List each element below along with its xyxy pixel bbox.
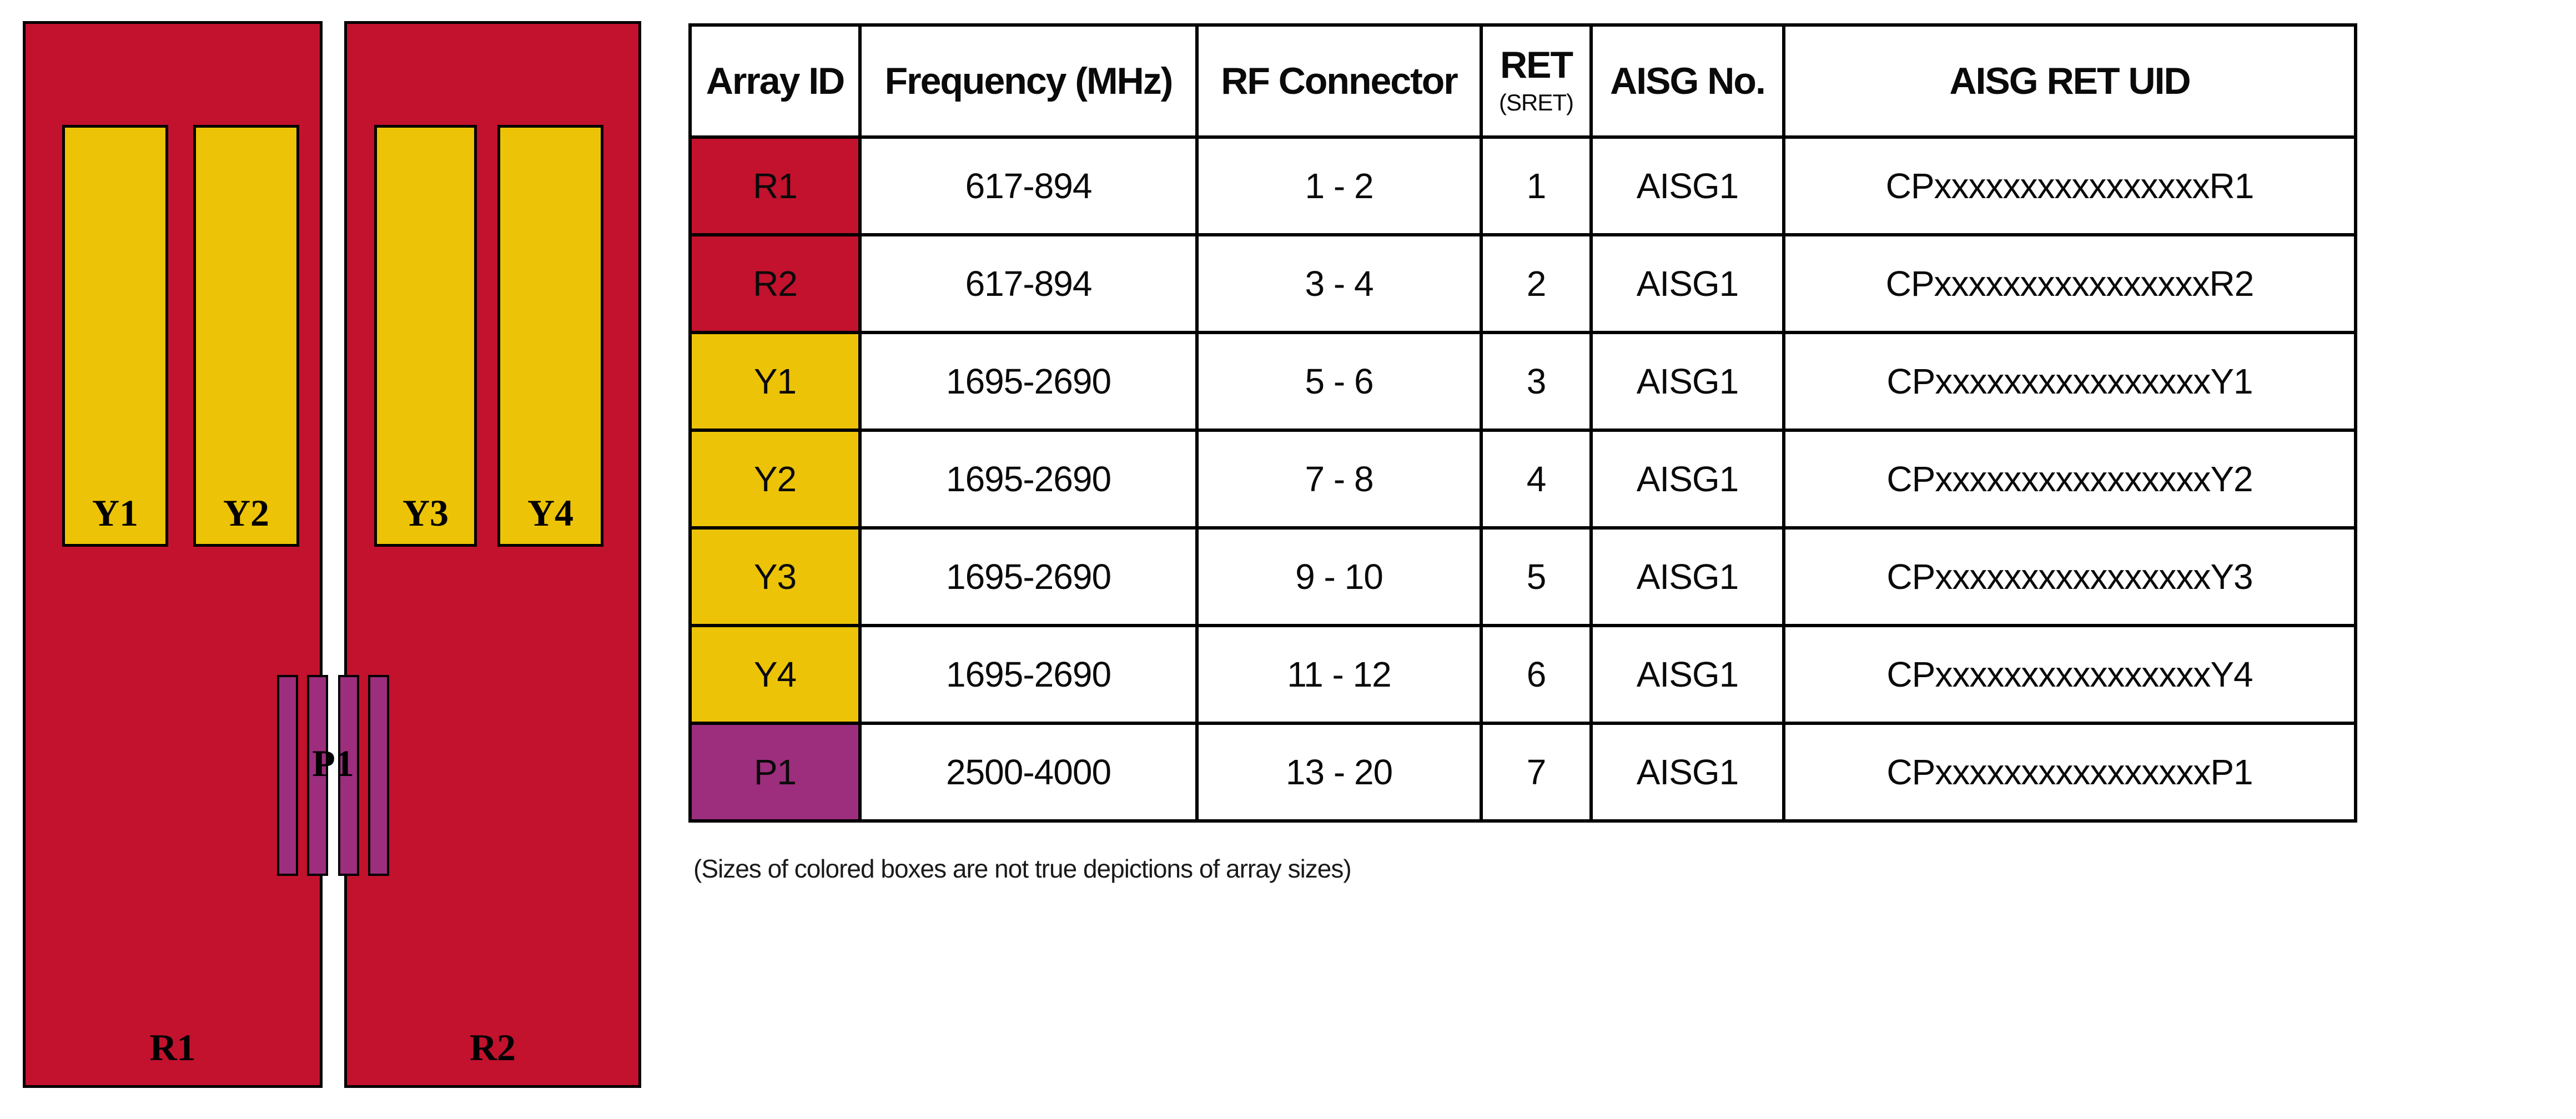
port-mapping-table: Array ID Frequency (MHz) RF Connector RE… <box>688 23 2357 823</box>
cell-frequency: 617-894 <box>858 135 1199 236</box>
cell-aisg-ret-uid: CPxxxxxxxxxxxxxxxxY1 <box>1782 331 2357 432</box>
array-label-y3: Y3 <box>402 492 449 534</box>
table-header-row: Array ID Frequency (MHz) RF Connector RE… <box>688 23 2357 139</box>
cell-aisg-ret-uid: CPxxxxxxxxxxxxxxxxY2 <box>1782 429 2357 530</box>
cell-aisg-ret-uid: CPxxxxxxxxxxxxxxxxP1 <box>1782 722 2357 823</box>
cell-rf-connector: 7 - 8 <box>1195 429 1483 530</box>
header-ret-sub: (SRET) <box>1499 89 1574 115</box>
cell-aisg-ret-uid: CPxxxxxxxxxxxxxxxxR1 <box>1782 135 2357 236</box>
cell-rf-connector: 5 - 6 <box>1195 331 1483 432</box>
cell-array-id: Y1 <box>688 331 862 432</box>
cell-aisg-ret-uid: CPxxxxxxxxxxxxxxxxY3 <box>1782 526 2357 627</box>
cell-rf-connector: 3 - 4 <box>1195 233 1483 334</box>
cell-frequency: 2500-4000 <box>858 722 1199 823</box>
cell-aisg-ret-uid: CPxxxxxxxxxxxxxxxxY4 <box>1782 624 2357 725</box>
cell-aisg-no: AISG1 <box>1589 624 1785 725</box>
array-label-y4: Y4 <box>527 492 574 534</box>
cell-rf-connector: 1 - 2 <box>1195 135 1483 236</box>
cell-rf-connector: 9 - 10 <box>1195 526 1483 627</box>
cell-frequency: 1695-2690 <box>858 331 1199 432</box>
cell-aisg-no: AISG1 <box>1589 722 1785 823</box>
array-box-y3: Y3 <box>374 125 477 547</box>
cell-array-id: R1 <box>688 135 862 236</box>
cell-ret: 1 <box>1480 135 1593 236</box>
cell-ret: 7 <box>1480 722 1593 823</box>
cell-array-id: P1 <box>688 722 862 823</box>
table-row: Y1 1695-2690 5 - 6 3 AISG1 CPxxxxxxxxxxx… <box>688 331 2357 432</box>
cell-ret: 6 <box>1480 624 1593 725</box>
table-row: Y3 1695-2690 9 - 10 5 AISG1 CPxxxxxxxxxx… <box>688 526 2357 627</box>
array-box-y4: Y4 <box>497 125 603 547</box>
cell-rf-connector: 11 - 12 <box>1195 624 1483 725</box>
cell-frequency: 1695-2690 <box>858 429 1199 530</box>
cell-array-id: Y3 <box>688 526 862 627</box>
cell-ret: 2 <box>1480 233 1593 334</box>
array-box-y1: Y1 <box>62 125 168 547</box>
array-label-y2: Y2 <box>223 492 270 534</box>
cell-frequency: 1695-2690 <box>858 526 1199 627</box>
header-array-id: Array ID <box>688 23 862 139</box>
cell-aisg-no: AISG1 <box>1589 429 1785 530</box>
antenna-panel-r2: Y3 Y4 R2 <box>344 21 641 1088</box>
antenna-panel-r1: Y1 Y2 R1 <box>23 21 323 1088</box>
p1-array-strip <box>368 675 389 876</box>
header-frequency: Frequency (MHz) <box>858 23 1199 139</box>
p1-array-strip <box>338 675 359 876</box>
cell-array-id: R2 <box>688 233 862 334</box>
p1-array-strip <box>277 675 298 876</box>
cell-aisg-no: AISG1 <box>1589 331 1785 432</box>
table-row: R2 617-894 3 - 4 2 AISG1 CPxxxxxxxxxxxxx… <box>688 233 2357 334</box>
array-label-y1: Y1 <box>92 492 139 534</box>
cell-aisg-no: AISG1 <box>1589 526 1785 627</box>
array-box-y2: Y2 <box>193 125 299 547</box>
table-row: Y2 1695-2690 7 - 8 4 AISG1 CPxxxxxxxxxxx… <box>688 429 2357 530</box>
cell-aisg-ret-uid: CPxxxxxxxxxxxxxxxxR2 <box>1782 233 2357 334</box>
header-ret-main: RET <box>1500 44 1573 86</box>
header-aisg-ret-uid: AISG RET UID <box>1782 23 2357 139</box>
table-row: Y4 1695-2690 11 - 12 6 AISG1 CPxxxxxxxxx… <box>688 624 2357 725</box>
table-row: P1 2500-4000 13 - 20 7 AISG1 CPxxxxxxxxx… <box>688 722 2357 823</box>
cell-frequency: 1695-2690 <box>858 624 1199 725</box>
cell-aisg-no: AISG1 <box>1589 135 1785 236</box>
header-rf-connector: RF Connector <box>1195 23 1483 139</box>
header-ret: RET (SRET) <box>1480 23 1593 139</box>
cell-frequency: 617-894 <box>858 233 1199 334</box>
cell-array-id: Y2 <box>688 429 862 530</box>
footnote-text: (Sizes of colored boxes are not true dep… <box>693 854 1352 883</box>
cell-array-id: Y4 <box>688 624 862 725</box>
cell-rf-connector: 13 - 20 <box>1195 722 1483 823</box>
table-row: R1 617-894 1 - 2 1 AISG1 CPxxxxxxxxxxxxx… <box>688 135 2357 236</box>
cell-ret: 4 <box>1480 429 1593 530</box>
header-aisg-no: AISG No. <box>1589 23 1785 139</box>
cell-ret: 5 <box>1480 526 1593 627</box>
panel-label-r1: R1 <box>149 1026 196 1068</box>
array-label-p1: P1 <box>312 742 354 784</box>
panel-label-r2: R2 <box>469 1026 516 1068</box>
cell-ret: 3 <box>1480 331 1593 432</box>
cell-aisg-no: AISG1 <box>1589 233 1785 334</box>
p1-array-strip <box>307 675 328 876</box>
